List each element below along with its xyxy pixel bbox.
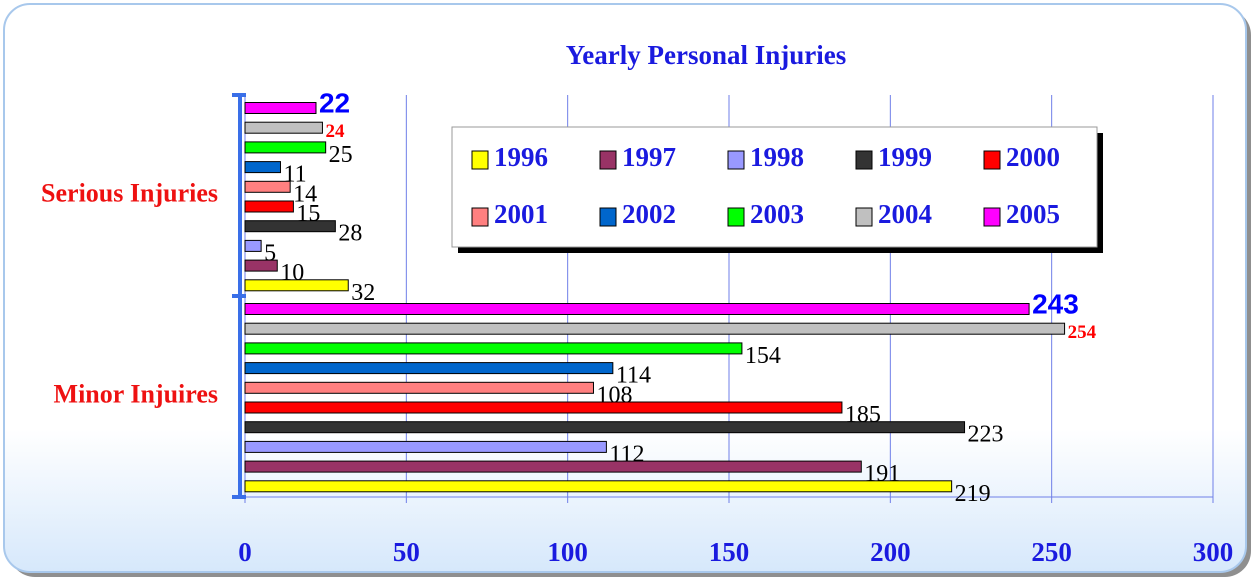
legend-swatch [727, 207, 745, 227]
legend-swatch [599, 207, 617, 227]
legend-swatch [599, 150, 617, 170]
data-label: 25 [329, 142, 353, 168]
data-label: 254 [1068, 322, 1097, 343]
bar [244, 121, 323, 134]
bar [244, 421, 966, 434]
bar [244, 401, 843, 414]
data-label: 15 [296, 201, 320, 227]
x-tick-label: 150 [709, 537, 750, 567]
legend-label: 2003 [750, 199, 804, 229]
data-label: 108 [596, 382, 632, 408]
bar [244, 180, 291, 193]
data-label: 10 [280, 260, 304, 286]
bar [244, 342, 743, 355]
x-tick-label: 0 [238, 537, 252, 567]
x-tick-label: 300 [1193, 537, 1234, 567]
legend-label: 2002 [622, 199, 676, 229]
x-tick-label: 50 [393, 537, 420, 567]
bar [244, 102, 317, 114]
legend-label: 1998 [750, 142, 804, 172]
chart-title: Yearly Personal Injuries [566, 40, 846, 70]
data-label: 32 [351, 280, 375, 306]
data-label: 223 [968, 422, 1004, 448]
bar [244, 200, 294, 213]
data-label: 28 [338, 221, 362, 247]
legend-label: 2004 [878, 199, 932, 229]
bar [244, 440, 607, 453]
bar [244, 141, 327, 154]
bar [244, 303, 1030, 315]
legend-swatch [727, 150, 745, 170]
category-label: Minor Injuires [54, 379, 218, 408]
bar [244, 362, 614, 375]
data-label: 112 [609, 441, 644, 467]
data-label: 191 [864, 461, 900, 487]
bar [244, 239, 262, 252]
legend-label: 1997 [622, 142, 676, 172]
bar [244, 381, 594, 394]
legend-label: 2005 [1006, 199, 1060, 229]
data-label: 11 [283, 162, 306, 188]
legend-label: 2001 [494, 199, 548, 229]
data-label: 154 [745, 343, 781, 369]
x-tick-label: 250 [1031, 537, 1072, 567]
data-label: 243 [1032, 288, 1079, 319]
legend-label: 1996 [494, 142, 548, 172]
bar [244, 322, 1066, 335]
legend-swatch [983, 207, 1001, 227]
bar [244, 279, 349, 292]
legend-label: 1999 [878, 142, 932, 172]
bar [244, 220, 336, 233]
data-label: 219 [955, 481, 991, 507]
legend-swatch [983, 150, 1001, 170]
bar [244, 460, 862, 473]
data-label: 185 [845, 402, 881, 428]
data-label: 114 [616, 363, 651, 389]
x-tick-label: 200 [870, 537, 911, 567]
legend-swatch [855, 150, 873, 170]
legend [451, 126, 1098, 248]
data-label: 14 [293, 181, 317, 207]
bar [244, 259, 278, 272]
bar [244, 161, 281, 174]
legend-swatch [471, 207, 489, 227]
x-tick-label: 100 [547, 537, 588, 567]
data-label: 5 [264, 240, 276, 266]
data-label: 24 [325, 121, 345, 142]
data-label: 22 [319, 87, 350, 118]
legend-swatch [855, 207, 873, 227]
legend-swatch [471, 150, 489, 170]
bar [244, 480, 953, 493]
legend-label: 2000 [1006, 142, 1060, 172]
category-label: Serious Injuries [41, 178, 218, 207]
